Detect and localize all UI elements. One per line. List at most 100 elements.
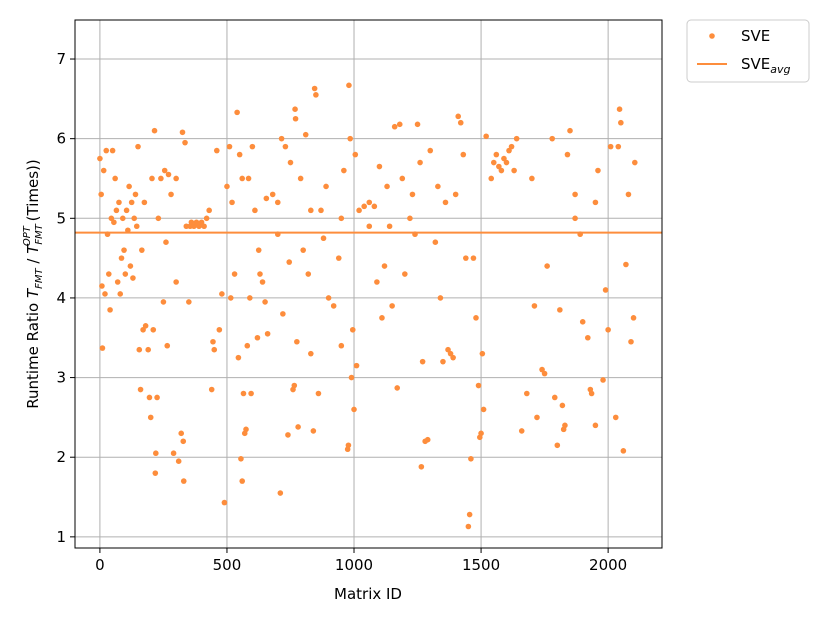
point — [623, 261, 629, 268]
x-tick-label: 1000 — [335, 556, 373, 574]
point — [616, 106, 623, 112]
point — [278, 135, 285, 142]
point — [286, 259, 293, 265]
point — [463, 255, 469, 261]
point — [291, 382, 298, 389]
point — [338, 215, 345, 222]
point — [179, 129, 186, 136]
point — [168, 191, 174, 198]
point — [219, 291, 225, 297]
point — [628, 338, 634, 345]
point — [255, 247, 262, 253]
point — [440, 358, 446, 365]
point — [231, 271, 238, 277]
point — [341, 167, 347, 174]
point — [149, 175, 155, 182]
point — [128, 199, 135, 206]
point — [501, 155, 507, 162]
y-tick-label: 1 — [56, 528, 66, 546]
point — [100, 167, 107, 174]
point — [419, 358, 426, 365]
point — [191, 223, 197, 230]
point — [112, 175, 118, 182]
point — [468, 456, 474, 462]
point — [630, 315, 637, 321]
legend-label-text: SVE — [741, 55, 770, 73]
point — [549, 135, 556, 142]
point — [158, 175, 164, 182]
point — [632, 159, 638, 166]
point — [414, 121, 421, 128]
point — [107, 307, 113, 313]
point — [432, 239, 439, 245]
point — [137, 386, 144, 393]
point — [297, 175, 304, 182]
point — [592, 422, 599, 429]
x-axis-label: Matrix ID — [334, 585, 402, 603]
point — [315, 390, 322, 397]
point — [356, 207, 362, 214]
point — [248, 390, 254, 397]
point — [424, 436, 431, 443]
point — [394, 385, 401, 391]
point — [496, 163, 502, 170]
point — [346, 82, 352, 89]
point — [374, 279, 380, 285]
point — [305, 271, 312, 277]
point — [114, 279, 121, 285]
point — [302, 131, 309, 138]
point — [121, 247, 127, 253]
point — [349, 326, 356, 333]
point — [384, 183, 390, 190]
point — [198, 219, 205, 226]
point — [544, 263, 550, 269]
point — [136, 346, 143, 353]
point — [170, 450, 177, 457]
legend-label-subscript: avg — [770, 63, 790, 76]
point — [277, 490, 284, 496]
point — [470, 255, 477, 261]
point — [503, 159, 510, 166]
legend-label-text: SVE — [741, 27, 770, 45]
point — [607, 143, 614, 150]
point — [117, 291, 124, 297]
point — [564, 151, 571, 158]
point — [99, 283, 105, 289]
y-label-part: T — [24, 243, 42, 254]
point — [133, 223, 140, 230]
point — [262, 299, 268, 305]
point — [584, 334, 591, 341]
point — [450, 354, 456, 361]
point — [559, 402, 566, 409]
point — [160, 299, 167, 305]
point — [466, 511, 473, 518]
point — [201, 223, 207, 230]
point — [579, 319, 586, 325]
y-label-part: (Times)) — [24, 159, 42, 226]
point — [113, 207, 120, 214]
y-tick-label: 6 — [56, 130, 66, 148]
point — [479, 350, 486, 357]
point — [534, 414, 540, 421]
point — [126, 183, 132, 190]
point — [186, 299, 192, 305]
point — [118, 255, 125, 261]
point — [490, 159, 497, 166]
point — [206, 207, 212, 214]
point — [155, 215, 162, 222]
point — [572, 215, 578, 222]
legend-marker — [709, 33, 715, 39]
point — [287, 159, 294, 166]
point — [188, 219, 195, 226]
point — [602, 287, 609, 293]
point — [478, 430, 484, 437]
point — [226, 143, 233, 150]
point — [351, 406, 357, 413]
point — [588, 390, 595, 397]
point — [210, 338, 216, 345]
point — [145, 346, 151, 353]
point — [140, 326, 146, 333]
point — [180, 478, 187, 484]
point — [445, 346, 451, 353]
